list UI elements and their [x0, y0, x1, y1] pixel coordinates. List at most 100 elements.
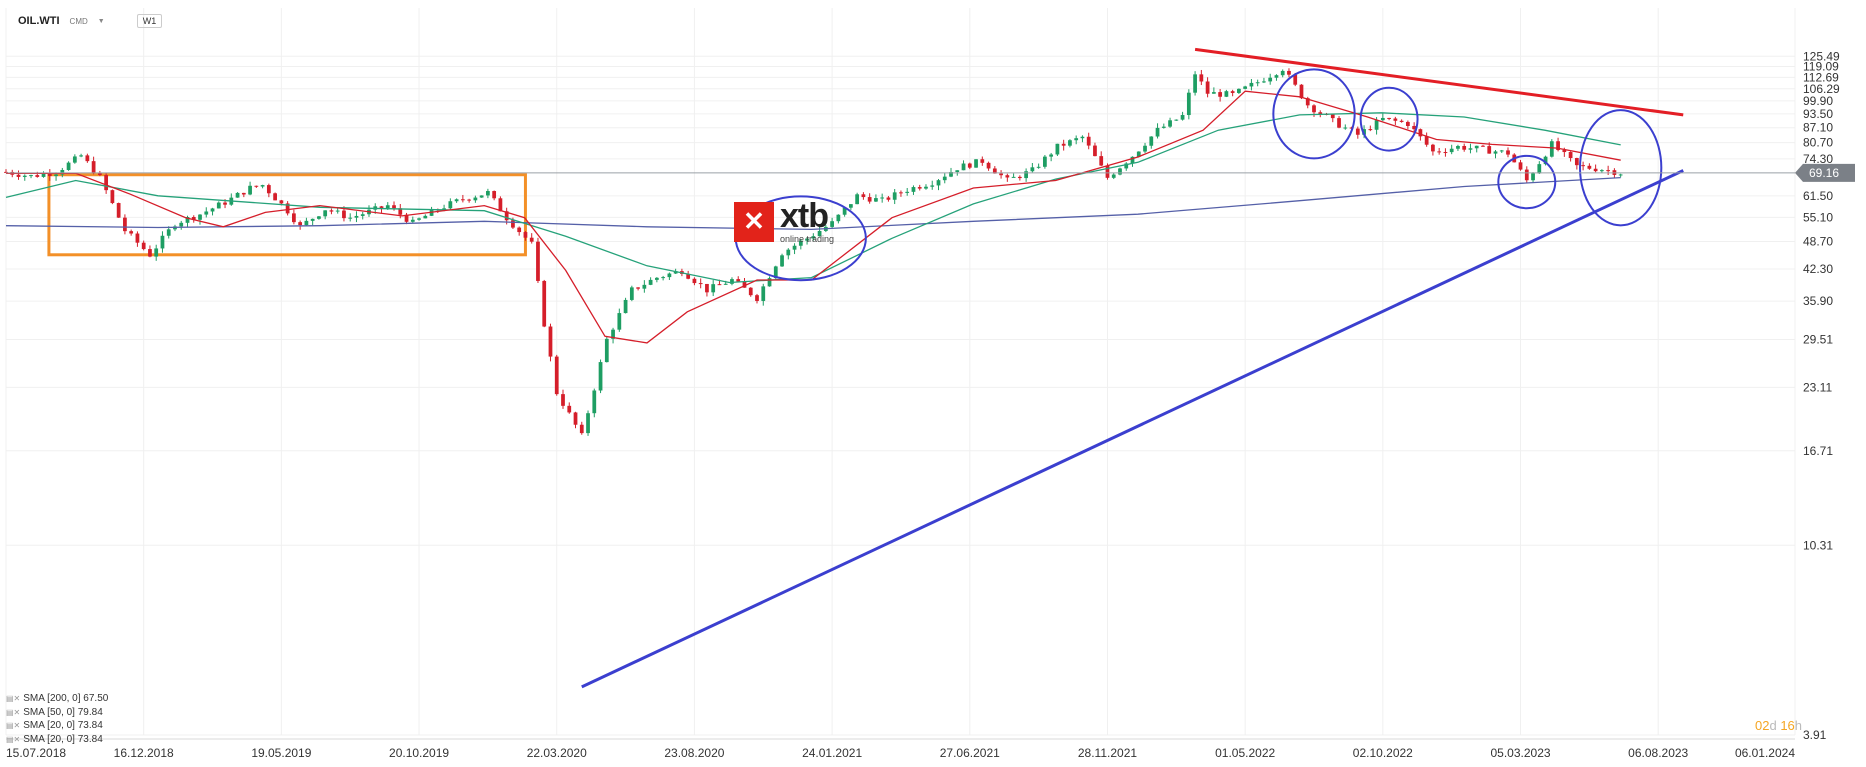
candle-down: [511, 220, 515, 228]
legend-label: SMA [50, 0] 79.84: [23, 706, 103, 718]
candle-down: [1061, 143, 1066, 146]
candle-up: [1111, 174, 1116, 178]
x-tick-label: 24.01.2021: [802, 746, 862, 760]
candle-down: [1005, 175, 1010, 178]
candle-up: [60, 169, 65, 175]
candle-up: [22, 175, 27, 177]
candle-up: [1224, 91, 1229, 97]
candle-down: [116, 203, 121, 218]
candle-up: [773, 266, 778, 279]
candle-up: [1543, 156, 1548, 165]
legend-item-sma20-b[interactable]: ▤✕ SMA [20, 0] 73.84: [6, 733, 108, 747]
candle-up: [730, 279, 734, 284]
y-tick-label: 55.10: [1803, 210, 1833, 224]
candle-up: [235, 192, 240, 198]
candle-up: [673, 271, 678, 274]
timer-hours-unit: h: [1794, 718, 1803, 733]
x-tick-label: 06.01.2024: [1735, 746, 1795, 760]
candle-down: [1399, 120, 1404, 122]
timeframe-selector[interactable]: W1: [136, 14, 163, 28]
candle-up: [1380, 117, 1385, 121]
candle-down: [1205, 81, 1210, 94]
settings-icon[interactable]: ▤✕: [6, 734, 21, 744]
candle-up: [423, 215, 428, 219]
candle-down: [16, 174, 21, 177]
candle-down: [1437, 151, 1442, 153]
candle-down: [467, 199, 471, 201]
y-tick-label: 87.10: [1803, 121, 1833, 135]
candle-down: [342, 210, 346, 219]
resistance-trendline: [1194, 47, 1684, 117]
chevron-down-icon[interactable]: ▼: [97, 17, 105, 25]
candle-down: [1412, 125, 1417, 130]
y-tick-label: 48.70: [1803, 234, 1833, 248]
candle-down: [1230, 91, 1235, 93]
legend-item-sma50[interactable]: ▤✕ SMA [50, 0] 79.84: [6, 706, 108, 720]
legend-item-sma20[interactable]: ▤✕ SMA [20, 0] 73.84: [6, 719, 108, 733]
y-tick-label: 99.90: [1803, 94, 1833, 108]
candle-up: [1374, 120, 1379, 130]
candle-up: [711, 284, 716, 293]
candle-down: [548, 326, 553, 357]
candle-up: [310, 218, 315, 221]
current-price-tag: [1795, 163, 1855, 182]
highlight-ellipse: [1497, 154, 1557, 210]
candle-down: [542, 280, 547, 327]
candle-up: [360, 214, 365, 216]
candle-down: [529, 237, 534, 242]
indicator-legend: ▤✕ SMA [200, 0] 67.50 ▤✕ SMA [50, 0] 79.84…: [6, 692, 108, 746]
candle-up: [1168, 120, 1172, 127]
y-tick-label: 23.11: [1803, 380, 1832, 394]
candle-down: [266, 185, 271, 194]
candle-down: [492, 191, 497, 199]
candle-down: [392, 205, 396, 209]
candle-up: [304, 220, 309, 226]
candle-up: [1274, 75, 1279, 78]
candle-up: [836, 214, 841, 222]
settings-icon[interactable]: ▤✕: [6, 721, 21, 730]
y-tick-label: 16.71: [1803, 444, 1833, 458]
candle-down: [1099, 156, 1104, 166]
candle-up: [786, 249, 791, 256]
candle-up: [1249, 82, 1254, 87]
candle-up: [924, 186, 928, 189]
candle-down: [755, 295, 759, 301]
settings-icon[interactable]: ▤✕: [6, 707, 21, 717]
candle-down: [861, 194, 866, 198]
candle-up: [892, 192, 897, 200]
y-tick-label: 112.69: [1803, 70, 1839, 84]
candle-up: [1149, 136, 1154, 146]
candle-up: [792, 245, 797, 250]
support-trendline: [581, 169, 1684, 689]
candle-up: [41, 173, 46, 177]
settings-icon[interactable]: ▤✕: [6, 694, 21, 703]
candle-up: [855, 194, 860, 205]
y-tick-label: 35.90: [1803, 294, 1833, 308]
candle-up: [354, 215, 359, 218]
candle-up: [817, 230, 822, 237]
candle-up: [1537, 164, 1542, 174]
candle-up: [410, 219, 415, 222]
candle-up: [1118, 168, 1122, 175]
sma-20-line: [6, 90, 1621, 344]
symbol-label[interactable]: OIL.WTI: [18, 15, 60, 27]
candle-down: [554, 356, 559, 395]
candle-down: [517, 227, 522, 233]
candle-up: [1068, 140, 1072, 146]
candle-up: [611, 329, 615, 339]
candle-down: [1518, 162, 1523, 170]
candle-up: [1136, 151, 1141, 157]
legend-item-sma200[interactable]: ▤✕ SMA [200, 0] 67.50: [6, 692, 108, 706]
candle-down: [717, 284, 722, 286]
candle-down: [999, 173, 1003, 176]
candle-up: [1130, 156, 1135, 164]
y-tick-label: 29.51: [1803, 333, 1833, 347]
candle-up: [486, 191, 490, 196]
candle-up: [448, 201, 453, 209]
candle-up: [598, 362, 603, 391]
candle-up: [1049, 154, 1054, 157]
highlight-ellipse: [1579, 109, 1663, 227]
candle-down: [223, 202, 227, 205]
candle-up: [1155, 127, 1160, 137]
